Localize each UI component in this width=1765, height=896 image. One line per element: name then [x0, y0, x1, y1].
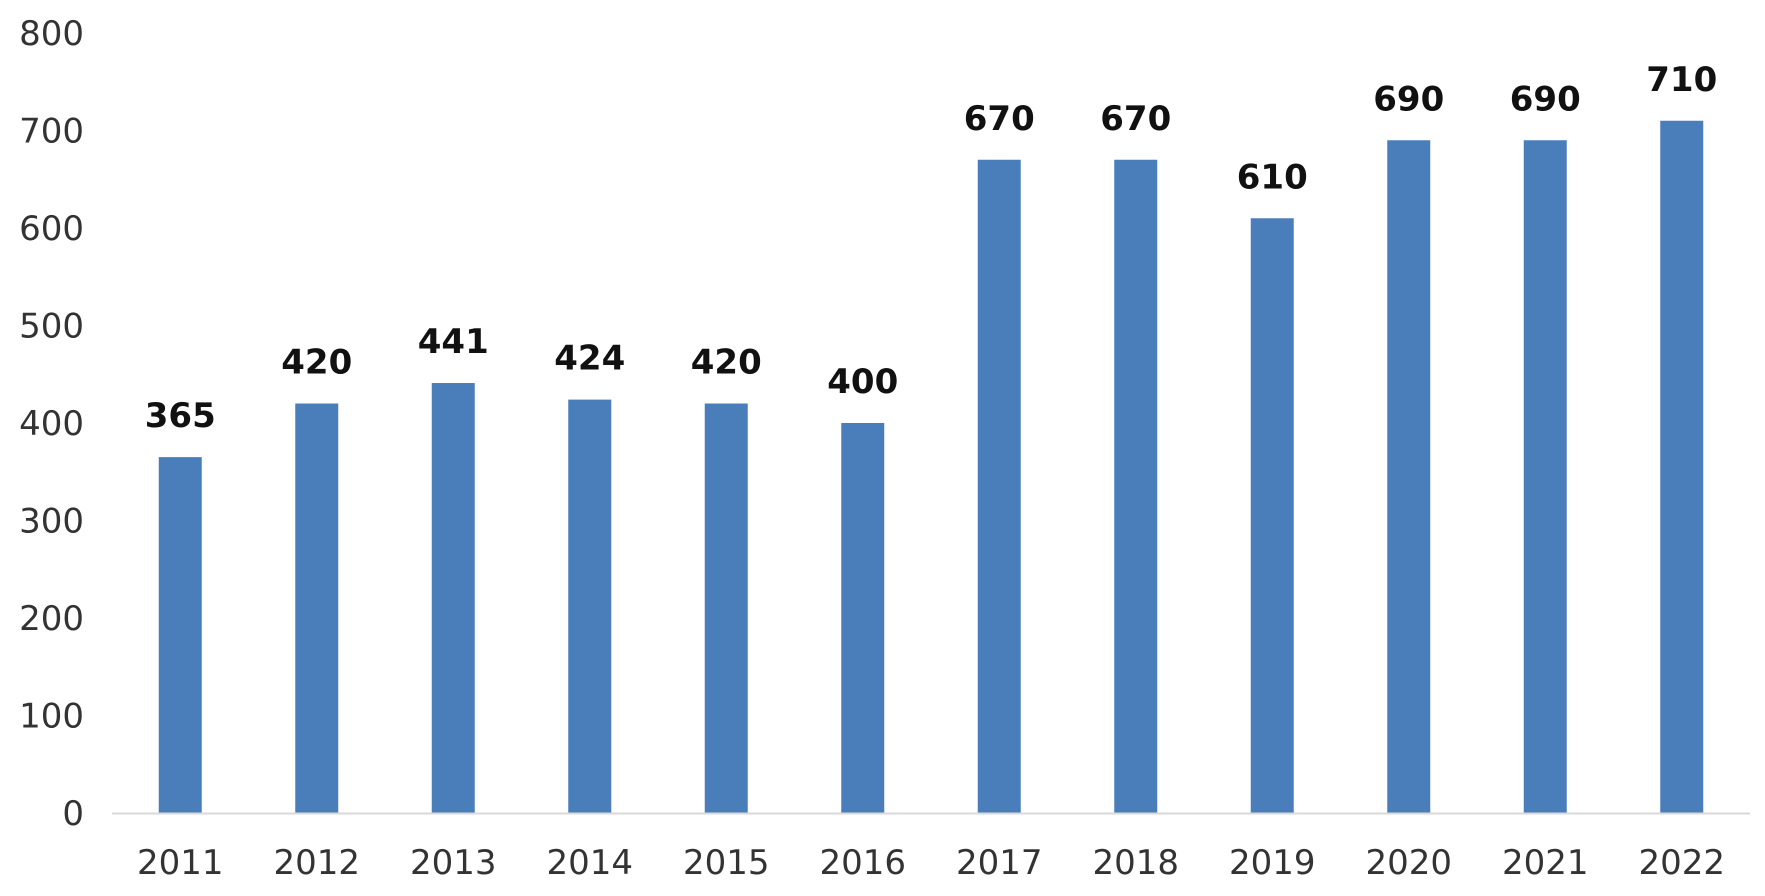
y-tick-label: 0 — [62, 794, 84, 834]
bar — [295, 403, 339, 813]
bar-value-label: 710 — [1646, 60, 1717, 100]
x-tick-label: 2019 — [1229, 843, 1316, 883]
bar — [704, 403, 748, 813]
y-tick-label: 600 — [19, 209, 84, 249]
bar-value-label: 690 — [1510, 79, 1581, 119]
bar-value-label: 365 — [145, 396, 216, 436]
data-labels-group: 365 420 441 424 420 400 670 670 610 690 690 710 — [145, 60, 1717, 436]
bar-value-label: 424 — [554, 339, 625, 379]
x-tick-label: 2011 — [137, 843, 224, 883]
bar — [977, 159, 1021, 813]
bar-value-label: 400 — [827, 362, 898, 402]
y-axis-ticks: 0 100 200 300 400 500 600 700 800 — [19, 14, 84, 834]
bar-value-label: 670 — [1100, 99, 1171, 139]
x-tick-label: 2012 — [273, 843, 360, 883]
y-tick-label: 400 — [19, 404, 84, 444]
bar — [1387, 140, 1431, 813]
bar-value-label: 610 — [1237, 157, 1308, 197]
x-tick-label: 2016 — [819, 843, 906, 883]
y-tick-label: 500 — [19, 307, 84, 347]
bar-value-label: 690 — [1373, 79, 1444, 119]
bar — [1114, 159, 1158, 813]
x-tick-label: 2015 — [683, 843, 770, 883]
bar-value-label: 420 — [281, 343, 352, 383]
x-tick-label: 2018 — [1092, 843, 1179, 883]
x-tick-label: 2020 — [1365, 843, 1452, 883]
x-tick-label: 2021 — [1502, 843, 1589, 883]
x-tick-label: 2013 — [410, 843, 497, 883]
bar — [1523, 140, 1567, 813]
bars-group — [158, 120, 1704, 813]
y-tick-label: 800 — [19, 14, 84, 54]
bar — [431, 383, 475, 813]
bar — [158, 457, 202, 813]
x-tick-label: 2017 — [956, 843, 1043, 883]
y-tick-label: 300 — [19, 502, 84, 542]
bar — [1660, 120, 1704, 813]
x-tick-label: 2022 — [1638, 843, 1725, 883]
x-axis-ticks: 2011 2012 2013 2014 2015 2016 2017 2018 2019 2020… — [137, 843, 1725, 883]
y-tick-label: 200 — [19, 599, 84, 639]
y-tick-label: 700 — [19, 112, 84, 152]
bar-value-label: 670 — [964, 99, 1035, 139]
bar — [568, 399, 612, 813]
x-tick-label: 2014 — [546, 843, 633, 883]
y-tick-label: 100 — [19, 697, 84, 737]
bar — [1250, 218, 1294, 813]
bar-value-label: 441 — [418, 322, 489, 362]
bar-value-label: 420 — [691, 343, 762, 383]
bar — [841, 423, 885, 813]
